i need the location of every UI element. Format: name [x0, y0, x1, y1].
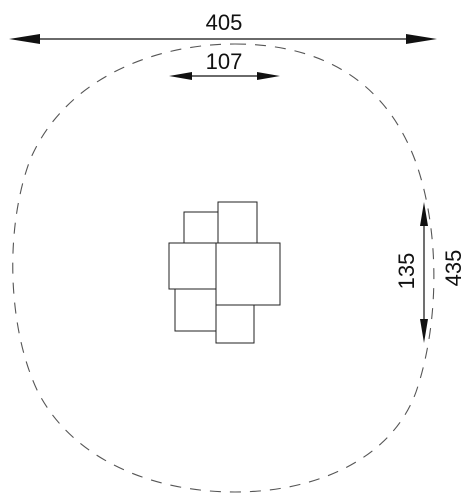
- block-top-left: [183, 211, 219, 244]
- center-width-dimension: 107: [169, 49, 280, 80]
- overall-height-label: 435: [441, 250, 465, 287]
- arrowhead-bottom: [420, 319, 428, 343]
- arrowhead-top: [420, 202, 428, 226]
- block-middle-left: [168, 242, 217, 290]
- block-middle-right: [215, 242, 281, 306]
- center-height-label: 135: [394, 253, 419, 290]
- block-bottom-left: [174, 288, 217, 332]
- block-bottom-right: [215, 304, 255, 344]
- center-width-label: 107: [206, 49, 243, 74]
- center-height-dimension: 135: [394, 202, 428, 343]
- arrowhead-left: [9, 34, 40, 44]
- block-top-right: [217, 201, 258, 244]
- arrowhead-right: [406, 34, 437, 44]
- arrowhead-left: [169, 72, 192, 80]
- overall-width-dimension: 405: [9, 10, 437, 44]
- arrowhead-right: [257, 72, 280, 80]
- equipment-footprint: [168, 201, 281, 344]
- safety-zone-boundary: [12, 43, 435, 493]
- overall-width-label: 405: [206, 10, 243, 35]
